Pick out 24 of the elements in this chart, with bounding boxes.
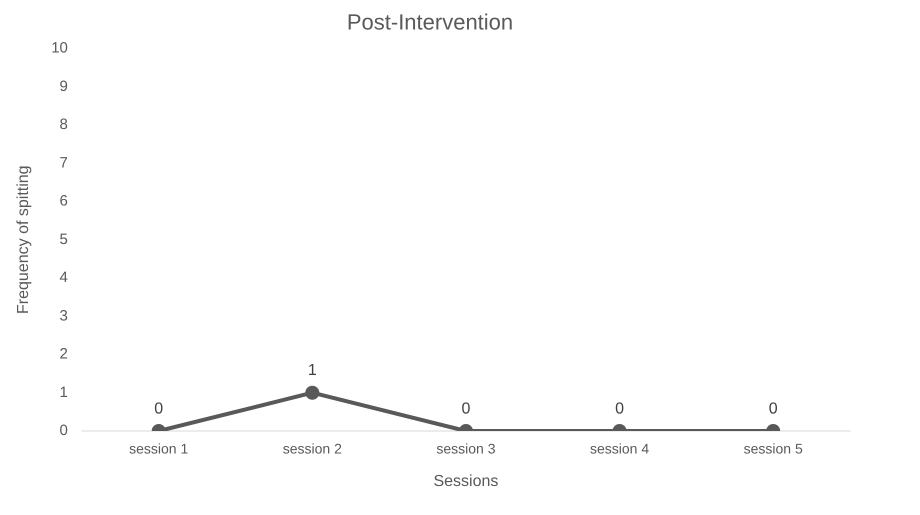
x-tick-label: session 2 [282,440,342,456]
y-tick-label: 0 [60,422,68,440]
data-label: 0 [154,400,164,418]
x-tick-label: session 4 [590,440,650,456]
y-tick-label: 8 [60,116,68,134]
y-tick-label: 1 [60,384,68,401]
y-tick-label: 2 [60,346,68,363]
y-tick-label: 5 [60,230,68,248]
y-tick-label: 9 [60,78,68,95]
y-tick-label: 6 [60,192,68,210]
x-tick-label: session 1 [129,440,188,456]
y-axis-title: Frequency of spitting [15,165,32,314]
data-label: 0 [615,400,624,418]
data-label: 0 [768,400,778,418]
chart-title: Post-Intervention [346,9,514,34]
x-tick-label: session 5 [744,440,803,456]
data-label: 1 [308,362,317,380]
y-tick-label: 10 [51,40,68,57]
y-tick-label: 7 [60,154,68,172]
y-tick-label: 4 [60,269,68,286]
x-tick-label: session 3 [436,440,496,456]
x-axis-title: Sessions [433,472,498,490]
data-label: 0 [461,400,470,418]
y-tick-label: 3 [60,307,68,324]
